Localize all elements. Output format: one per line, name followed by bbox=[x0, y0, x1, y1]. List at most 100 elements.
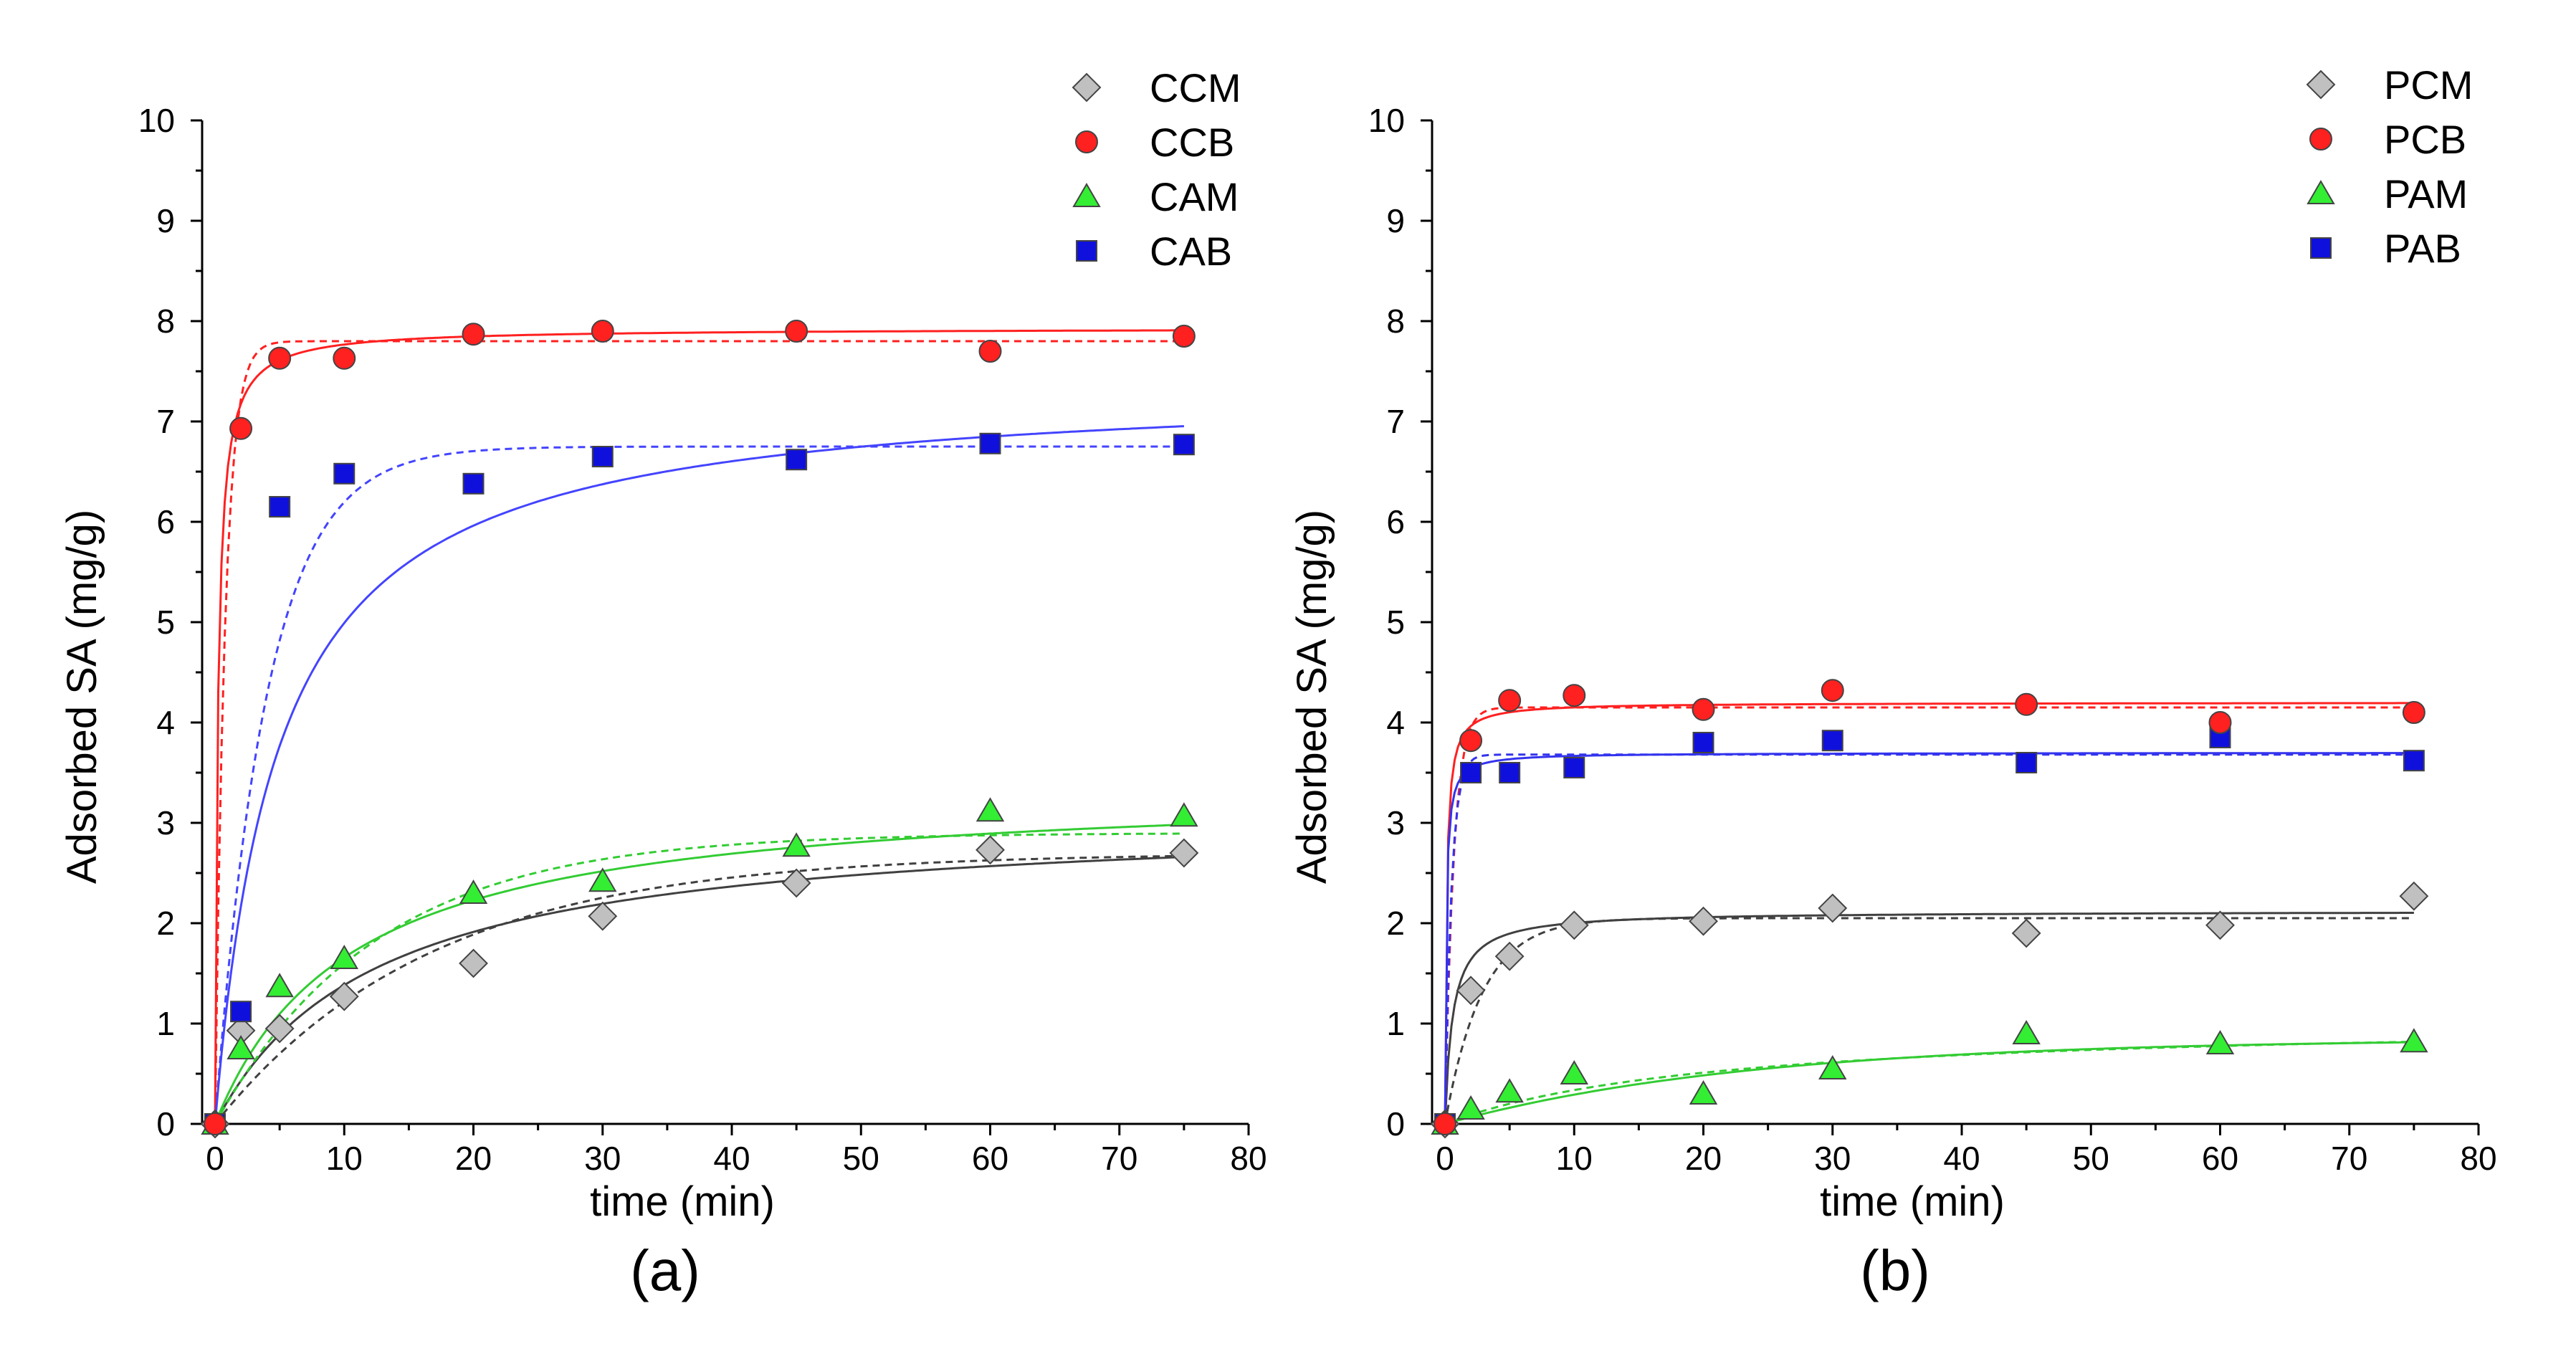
y-tick-label: 10 bbox=[138, 102, 175, 139]
x-tick-label: 70 bbox=[1101, 1140, 1137, 1177]
data-point-pam bbox=[1689, 1080, 1718, 1105]
data-point-cab bbox=[1173, 434, 1195, 456]
data-point-pab bbox=[1499, 762, 1521, 783]
x-tick-label: 40 bbox=[1943, 1140, 1980, 1177]
y-tick-label: 9 bbox=[1386, 202, 1405, 239]
x-tick-label: 50 bbox=[843, 1140, 879, 1177]
y-tick-label: 10 bbox=[1368, 102, 1405, 139]
data-point-pcb bbox=[1821, 679, 1844, 702]
x-tick-label: 20 bbox=[455, 1140, 492, 1177]
data-point-pcm bbox=[2205, 910, 2235, 940]
data-point-pab bbox=[1563, 757, 1585, 778]
data-point-ccb bbox=[204, 1112, 227, 1135]
legend-marker-pam bbox=[2307, 180, 2335, 204]
fit-curve-dashed-cab bbox=[214, 445, 1184, 1125]
data-point-cab bbox=[230, 1001, 252, 1023]
fit-curve-solid-pcb bbox=[1444, 702, 2414, 1125]
legend-label-pam: PAM bbox=[2384, 171, 2468, 216]
data-point-pam bbox=[1495, 1078, 1524, 1103]
data-point-pcb bbox=[1459, 729, 1483, 753]
legend-label-pcm: PCM bbox=[2384, 62, 2473, 108]
y-axis-title: Adsorbed SA (mg/g) bbox=[59, 510, 105, 884]
x-tick-label: 10 bbox=[326, 1140, 363, 1177]
x-tick-label: 30 bbox=[1814, 1140, 1851, 1177]
data-point-pab bbox=[2403, 750, 2425, 772]
data-point-ccb bbox=[268, 346, 292, 370]
x-tick-label: 0 bbox=[206, 1140, 224, 1177]
legend-label-cab: CAB bbox=[1150, 229, 1232, 274]
fit-curve-solid-pam bbox=[1444, 1041, 2414, 1125]
fit-curve-dashed-cam bbox=[214, 832, 1184, 1125]
x-tick-label: 40 bbox=[713, 1140, 750, 1177]
data-point-cam bbox=[330, 945, 359, 969]
y-axis-title: Adsorbed SA (mg/g) bbox=[1289, 510, 1335, 884]
legend-label-cam: CAM bbox=[1150, 174, 1239, 219]
y-tick-label: 8 bbox=[1386, 302, 1405, 340]
data-point-cab bbox=[979, 432, 1001, 454]
data-point-cab bbox=[591, 446, 614, 467]
data-point-pam bbox=[1456, 1095, 1485, 1120]
x-tick-label: 10 bbox=[1556, 1140, 1593, 1177]
chart-panel-b: 0 10 20 30 40 50 60 70 80 0 1 2 3 4 5 6 7 8 9 10 time (min) A… bbox=[1289, 62, 2497, 1302]
data-point-pcm bbox=[2399, 881, 2429, 911]
data-point-pab bbox=[1821, 730, 1843, 752]
data-point-cab bbox=[786, 449, 808, 471]
data-point-cam bbox=[975, 797, 1005, 822]
x-tick-label: 80 bbox=[2460, 1140, 2496, 1177]
fit-curve-dashed-ccm bbox=[214, 854, 1184, 1125]
x-tick-label: 70 bbox=[2331, 1140, 2367, 1177]
fit-curve-solid-cab bbox=[214, 425, 1184, 1125]
data-point-cab bbox=[269, 496, 291, 518]
legend-marker-pab bbox=[2310, 237, 2332, 259]
fit-curve-solid-pcm bbox=[1444, 912, 2414, 1125]
data-point-cam bbox=[459, 879, 488, 904]
x-tick-label: 20 bbox=[1685, 1140, 1722, 1177]
data-point-ccb bbox=[333, 346, 356, 370]
x-tick-label: 30 bbox=[584, 1140, 621, 1177]
y-tick-label: 5 bbox=[156, 604, 175, 641]
data-point-pcb bbox=[2015, 692, 2038, 716]
y-tick-label: 7 bbox=[1386, 403, 1405, 440]
y-tick-label: 6 bbox=[156, 503, 175, 540]
y-tick-label: 2 bbox=[156, 905, 175, 942]
fit-curve-dashed-ccb bbox=[214, 340, 1184, 1125]
panel-label: (b) bbox=[1860, 1239, 1930, 1302]
data-point-cam bbox=[226, 1035, 255, 1059]
x-tick-label: 50 bbox=[2073, 1140, 2109, 1177]
y-tick-label: 4 bbox=[1386, 704, 1405, 741]
data-point-cam bbox=[588, 867, 617, 892]
data-point-ccm bbox=[329, 981, 359, 1011]
data-point-pcb bbox=[1692, 697, 1715, 721]
fit-curve-solid-pab bbox=[1444, 752, 2414, 1125]
x-tick-label: 80 bbox=[1230, 1140, 1266, 1177]
x-tick-label: 60 bbox=[972, 1140, 1008, 1177]
fit-curve-solid-cam bbox=[214, 824, 1184, 1125]
data-point-ccb bbox=[462, 323, 485, 346]
y-tick-label: 5 bbox=[1386, 604, 1405, 641]
data-point-ccb bbox=[978, 340, 1002, 363]
data-point-pab bbox=[1692, 732, 1714, 753]
y-tick-label: 3 bbox=[1386, 804, 1405, 841]
y-tick-label: 0 bbox=[156, 1105, 175, 1143]
data-point-pcm bbox=[1494, 941, 1525, 971]
data-point-pcb bbox=[1498, 689, 1522, 712]
legend-marker-cab bbox=[1076, 240, 1097, 262]
data-point-cam bbox=[265, 973, 294, 998]
legend-marker-cam bbox=[1072, 183, 1101, 207]
x-axis-title: time (min) bbox=[1820, 1178, 2005, 1225]
legend-marker-pcm bbox=[2306, 70, 2336, 100]
legend-label-ccm: CCM bbox=[1150, 65, 1241, 110]
data-point-ccm bbox=[264, 1014, 295, 1044]
data-point-ccm bbox=[588, 901, 618, 931]
legend-label-pab: PAB bbox=[2384, 226, 2461, 271]
y-tick-label: 3 bbox=[156, 804, 175, 841]
data-point-pcm bbox=[1818, 893, 1848, 923]
data-point-pam bbox=[2205, 1030, 2235, 1054]
data-point-pcb bbox=[2402, 701, 2425, 724]
data-point-pab bbox=[1460, 762, 1482, 783]
legend-label-pcb: PCB bbox=[2384, 117, 2466, 162]
chart-panel-a: 0 10 20 30 40 50 60 70 80 0 1 2 3 4 5 6 7 8 9 10 time (min) A… bbox=[59, 65, 1267, 1302]
data-point-ccb bbox=[229, 416, 253, 440]
